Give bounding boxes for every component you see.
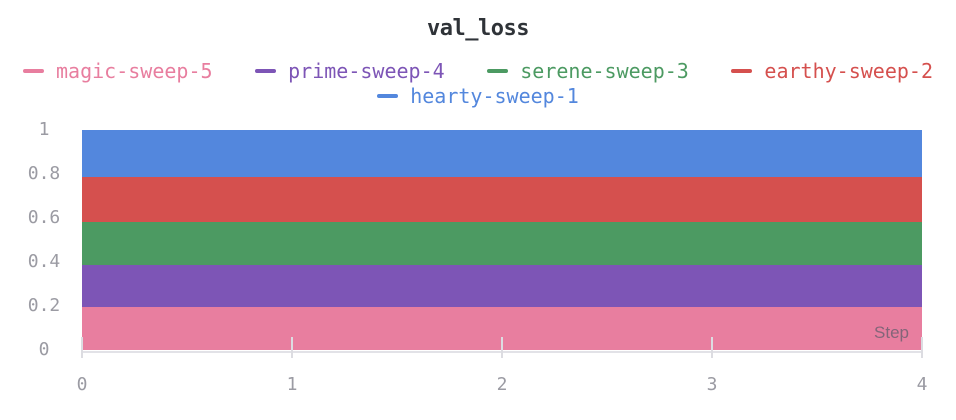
legend-item-label: earthy-sweep-2 bbox=[764, 58, 933, 83]
legend-item-earthy-sweep-2[interactable]: earthy-sweep-2 bbox=[731, 59, 933, 83]
legend-dash-icon bbox=[487, 68, 509, 73]
x-tick-mark bbox=[501, 337, 503, 358]
legend-item-serene-sweep-3[interactable]: serene-sweep-3 bbox=[487, 59, 689, 83]
plot-area[interactable]: Step bbox=[81, 130, 923, 358]
legend: magic-sweep-5 prime-sweep-4 serene-sweep… bbox=[0, 58, 956, 108]
x-tick-label: 0 bbox=[76, 374, 88, 395]
y-tick-label: 0.2 bbox=[27, 295, 61, 316]
x-tick-mark bbox=[291, 337, 293, 358]
area-band-earthy-sweep-2[interactable] bbox=[82, 177, 922, 222]
x-tick-label: 3 bbox=[706, 374, 718, 395]
legend-dash-icon bbox=[731, 68, 753, 73]
area-band-hearty-sweep-1[interactable] bbox=[82, 130, 922, 178]
x-tick-mark bbox=[711, 337, 713, 358]
legend-dash-icon bbox=[377, 93, 399, 98]
y-axis: 1 0.8 0.6 0.4 0.2 0 bbox=[0, 121, 88, 359]
y-tick-label: 0.6 bbox=[27, 207, 61, 228]
chart-title: val_loss bbox=[427, 16, 529, 41]
legend-item-hearty-sweep-1[interactable]: hearty-sweep-1 bbox=[377, 84, 579, 108]
x-tick-label: 4 bbox=[916, 374, 928, 395]
x-tick-label: 2 bbox=[496, 374, 508, 395]
legend-item-magic-sweep-5[interactable]: magic-sweep-5 bbox=[23, 59, 213, 83]
legend-item-label: magic-sweep-5 bbox=[56, 58, 213, 83]
legend-item-label: serene-sweep-3 bbox=[520, 58, 689, 83]
x-tick-label: 1 bbox=[286, 374, 298, 395]
y-tick-label: 0 bbox=[38, 339, 50, 360]
area-band-serene-sweep-3[interactable] bbox=[82, 221, 922, 266]
legend-dash-icon bbox=[255, 68, 277, 73]
y-tick-label: 1 bbox=[38, 119, 50, 140]
x-axis: 0 1 2 3 4 bbox=[77, 374, 928, 398]
legend-item-prime-sweep-4[interactable]: prime-sweep-4 bbox=[255, 59, 445, 83]
legend-item-label: hearty-sweep-1 bbox=[410, 83, 579, 108]
legend-row-1: magic-sweep-5 prime-sweep-4 serene-sweep… bbox=[0, 58, 956, 83]
x-tick-mark bbox=[81, 337, 83, 358]
y-tick-label: 0.8 bbox=[27, 163, 61, 184]
legend-item-label: prime-sweep-4 bbox=[288, 58, 445, 83]
y-tick-label: 0.4 bbox=[27, 251, 61, 272]
step-axis-label: Step bbox=[874, 323, 909, 342]
legend-dash-icon bbox=[23, 68, 44, 73]
x-tick-mark bbox=[921, 337, 923, 358]
legend-row-2: hearty-sweep-1 bbox=[0, 83, 956, 108]
area-band-prime-sweep-4[interactable] bbox=[82, 265, 922, 308]
